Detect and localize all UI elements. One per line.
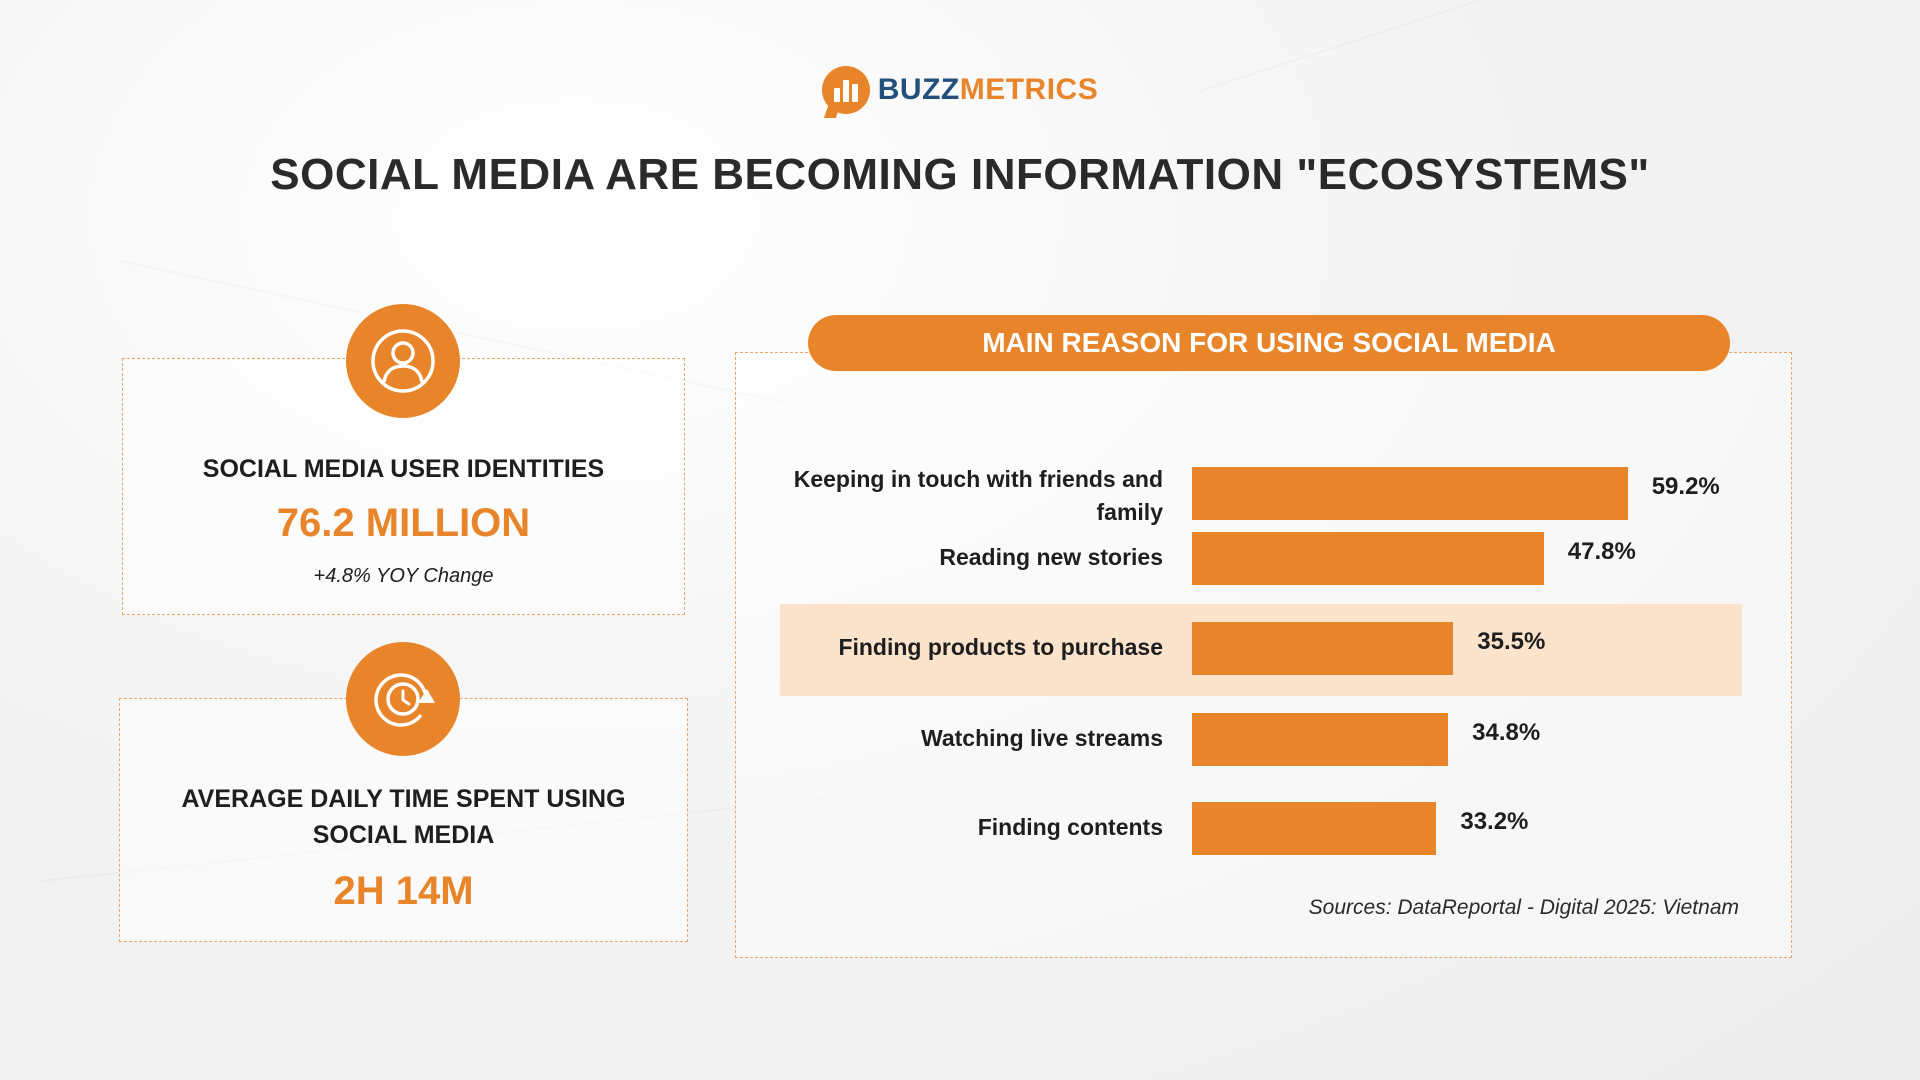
logo-bars-icon: [821, 66, 870, 114]
value-label: 35.5%: [1477, 628, 1546, 655]
value-label: 34.8%: [1472, 719, 1541, 746]
chart-bar: [1192, 532, 1544, 585]
chart-title: MAIN REASON FOR USING SOCIAL MEDIA: [808, 315, 1730, 371]
category-label: Finding products to purchase: [838, 634, 1163, 660]
category-label: Watching live streams: [920, 725, 1163, 751]
stat-label-line1: AVERAGE DAILY TIME SPENT USING: [181, 785, 626, 813]
user-icon: [346, 304, 460, 418]
stat-value: 76.2 MILLION: [276, 501, 531, 545]
chart-bar: [1192, 802, 1437, 855]
value-label: 33.2%: [1460, 808, 1529, 835]
brand-name: BUZZMETRICS: [877, 73, 1099, 106]
chart-bar: [1192, 467, 1628, 520]
clock-icon: [346, 642, 460, 756]
chart-bar: [1192, 622, 1454, 675]
chart-bar: [1192, 713, 1449, 766]
stat-note: +4.8% YOY Change: [313, 565, 494, 587]
stat-label-line2: SOCIAL MEDIA: [312, 821, 495, 849]
category-label: Reading new stories: [939, 544, 1163, 570]
value-label: 59.2%: [1651, 473, 1720, 500]
brand-logo: BUZZMETRICS: [0, 66, 1920, 114]
category-label: Keeping in touch with friends and family: [793, 466, 1163, 525]
stat-value: 2H 14M: [333, 869, 474, 913]
page-title: SOCIAL MEDIA ARE BECOMING INFORMATION "E…: [270, 150, 1650, 199]
category-label: Finding contents: [977, 814, 1163, 840]
stat-label: SOCIAL MEDIA USER IDENTITIES: [202, 455, 605, 483]
source-note: Sources: DataReportal - Digital 2025: Vi…: [1308, 896, 1739, 919]
value-label: 47.8%: [1567, 538, 1636, 565]
